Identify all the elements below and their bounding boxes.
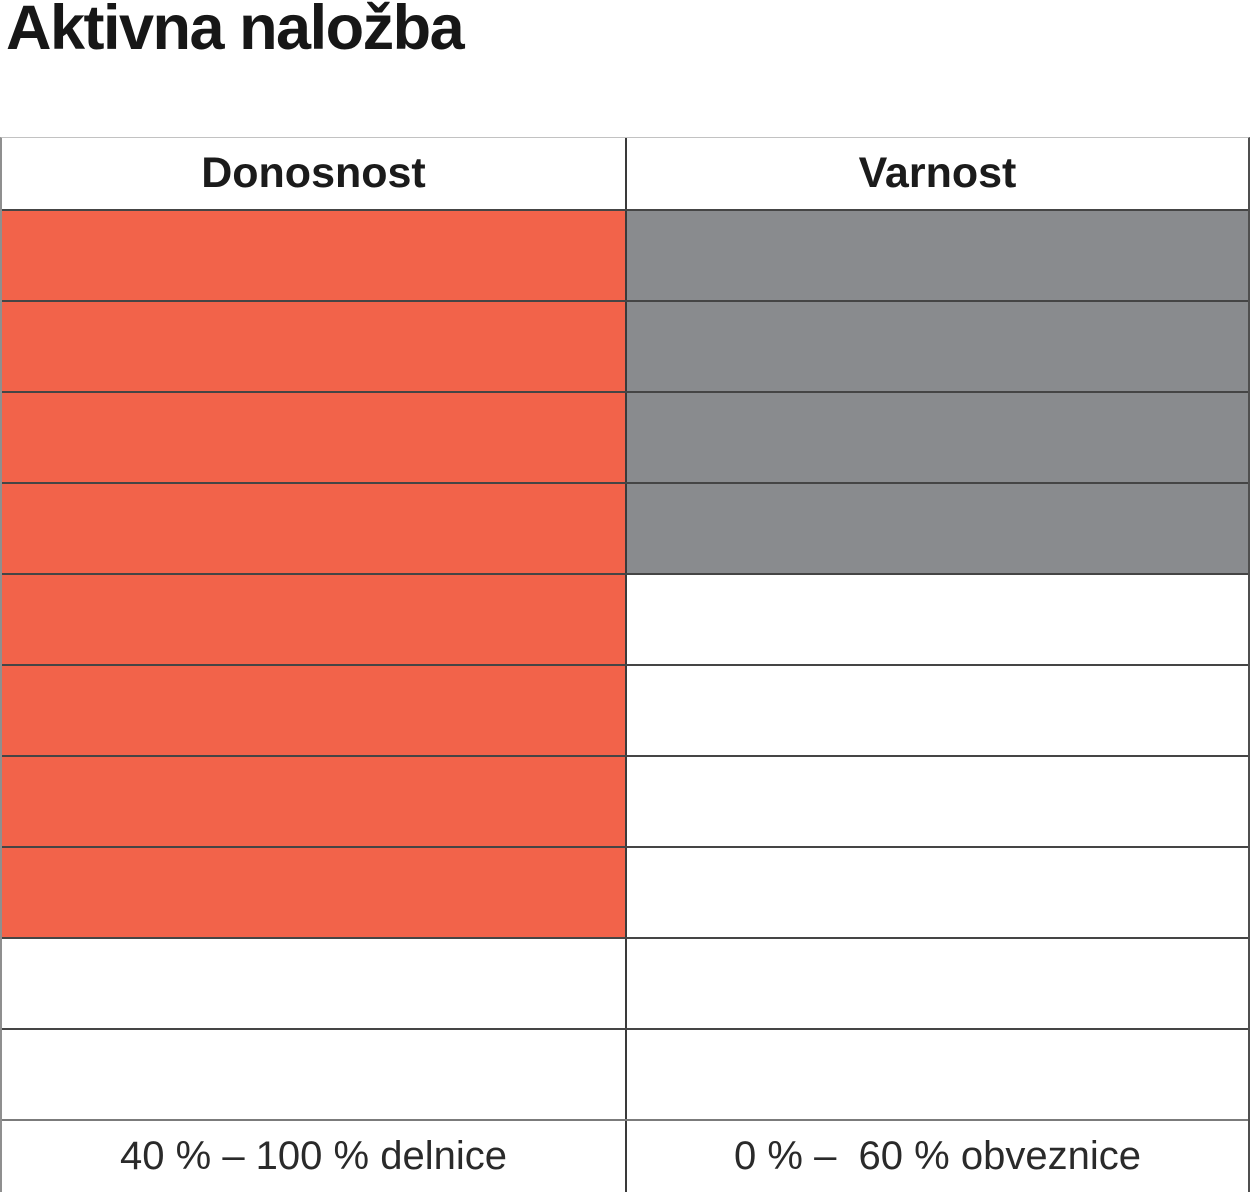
varnost-footer-cell: 0 % – 60 % obveznice [627,1121,1248,1192]
rating-row [2,573,1248,664]
donosnost-footer-cell: 40 % – 100 % delnice [2,1121,627,1192]
table-header-row: Donosnost Varnost [2,138,1248,209]
donosnost-header-label: Donosnost [201,149,426,197]
varnost-segment-empty [627,848,1248,937]
varnost-segment-filled [627,302,1248,391]
varnost-segment-empty [627,757,1248,846]
varnost-range-label: 0 % – 60 % obveznice [734,1134,1141,1178]
varnost-header-cell: Varnost [627,138,1248,209]
varnost-segment-filled [627,393,1248,482]
rating-row [2,209,1248,300]
donosnost-segment-filled [2,848,627,937]
rating-row [2,391,1248,482]
rating-row [2,482,1248,573]
donosnost-segment-filled [2,757,627,846]
rating-table: Donosnost Varnost 40 % – 100 % delnice 0… [0,137,1250,1192]
donosnost-segment-filled [2,302,627,391]
varnost-segment-empty [627,575,1248,664]
varnost-header-label: Varnost [858,149,1017,197]
donosnost-range-label: 40 % – 100 % delnice [120,1134,507,1178]
rating-row [2,937,1248,1028]
varnost-segment-empty [627,939,1248,1028]
donosnost-segment-filled [2,666,627,755]
donosnost-segment-filled [2,575,627,664]
varnost-segment-empty [627,1030,1248,1119]
donosnost-segment-filled [2,211,627,300]
donosnost-segment-filled [2,393,627,482]
rating-row [2,846,1248,937]
donosnost-header-cell: Donosnost [2,138,627,209]
donosnost-segment-empty [2,939,627,1028]
table-footer-row: 40 % – 100 % delnice 0 % – 60 % obveznic… [2,1119,1248,1192]
rating-row [2,664,1248,755]
page-title: Aktivna naložba [6,0,465,63]
varnost-segment-filled [627,211,1248,300]
varnost-segment-empty [627,666,1248,755]
rating-row [2,755,1248,846]
varnost-segment-filled [627,484,1248,573]
rating-row [2,300,1248,391]
donosnost-segment-filled [2,484,627,573]
rating-row [2,1028,1248,1119]
donosnost-segment-empty [2,1030,627,1119]
